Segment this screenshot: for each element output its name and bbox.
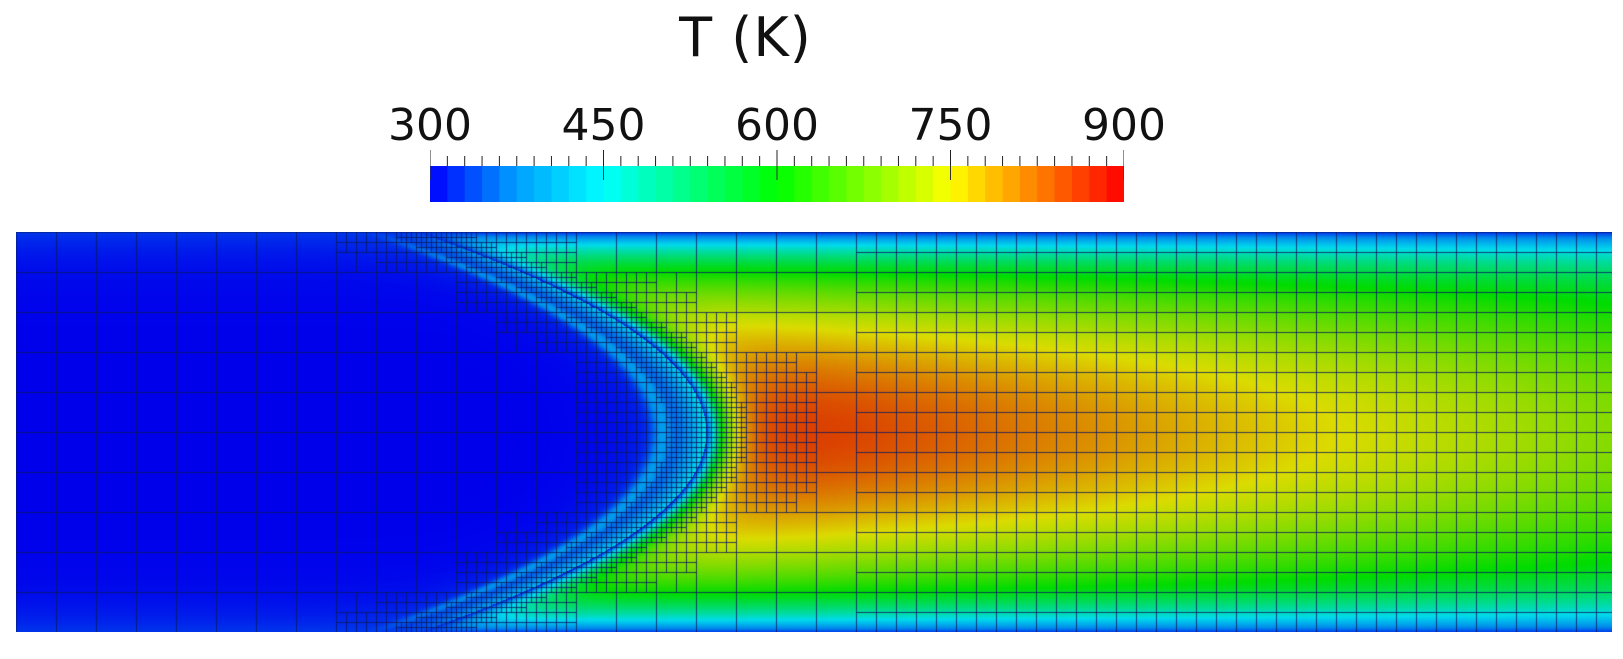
colorbar-band <box>898 166 917 202</box>
colorbar-band <box>967 166 986 202</box>
colorbar-title: T (K) <box>679 6 812 69</box>
colorbar-band <box>1071 166 1090 202</box>
colorbar-band <box>863 166 882 202</box>
colorbar-band <box>672 166 691 202</box>
colorbar-band <box>1019 166 1038 202</box>
colorbar-band <box>655 166 674 202</box>
colorbar-band <box>430 166 448 202</box>
colorbar-band <box>933 166 952 202</box>
colorbar-band <box>742 166 761 202</box>
colorbar-band <box>985 166 1004 202</box>
colorbar <box>430 166 1124 202</box>
colorbar-tick-label: 900 <box>1082 100 1166 151</box>
colorbar-band <box>794 166 813 202</box>
colorbar-tick-label: 450 <box>561 100 646 151</box>
colorbar-band <box>707 166 726 202</box>
colorbar-band <box>829 166 847 202</box>
colorbar-band <box>638 166 657 202</box>
colorbar-tick-label: 600 <box>735 100 819 151</box>
colorbar-band <box>1002 166 1021 202</box>
colorbar-band <box>534 166 553 202</box>
colorbar-band <box>1054 166 1073 202</box>
colorbar-band <box>1106 166 1124 202</box>
colorbar-band <box>759 166 778 202</box>
colorbar-band <box>950 166 969 202</box>
colorbar-tick-label: 750 <box>908 100 993 151</box>
colorbar-band <box>846 166 865 202</box>
colorbar-band <box>620 166 639 202</box>
colorbar-band <box>499 166 518 202</box>
colorbar-band <box>1037 166 1056 202</box>
colorbar-band <box>568 166 587 202</box>
colorbar-band <box>551 166 570 202</box>
colorbar-band <box>447 166 466 202</box>
colorbar-band <box>1089 166 1108 202</box>
colorbar-tick-label: 300 <box>388 100 472 151</box>
colorbar-band <box>516 166 535 202</box>
colorbar-band <box>724 166 743 202</box>
colorbar-band <box>915 166 934 202</box>
colorbar-band <box>881 166 900 202</box>
colorbar-band <box>603 166 622 202</box>
colorbar-band <box>690 166 709 202</box>
colorbar-band <box>777 166 795 202</box>
temperature-contour-plot <box>16 232 1612 632</box>
colorbar-band <box>811 166 830 202</box>
colorbar-band <box>586 166 605 202</box>
colorbar-band <box>464 166 483 202</box>
colorbar-band <box>482 166 500 202</box>
